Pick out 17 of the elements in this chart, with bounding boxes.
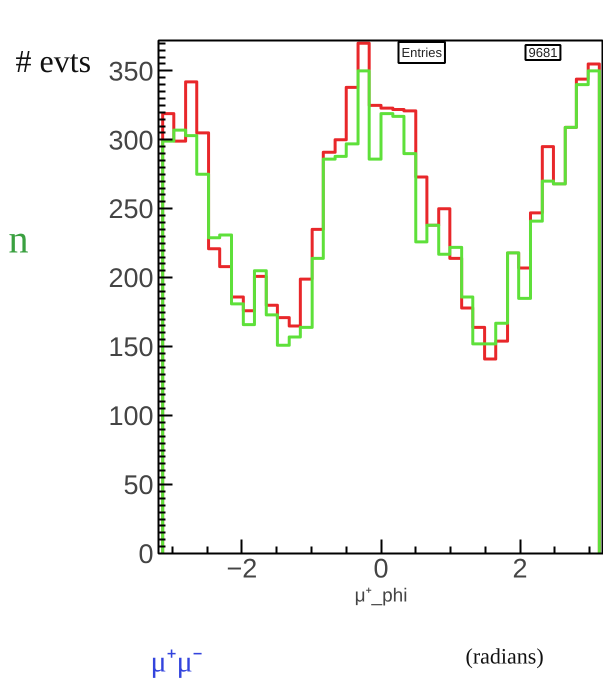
y-axis-title: # evts [16,43,92,80]
y-tick-label: 100 [108,401,154,432]
text: (radians) [466,644,544,668]
y-tick-label: 250 [108,194,154,224]
y-tick-label: 300 [108,125,154,156]
y-tick-label: 150 [108,332,154,362]
x-tick-label: 2 [512,554,528,584]
text: n [8,216,28,262]
x-tick-label: −2 [226,554,258,584]
y-tick-label: 200 [108,263,154,294]
text: μ⁺μ⁻ [150,646,203,678]
x-tick-label: 0 [373,554,389,584]
annotation: Entries [402,45,442,60]
y-tick-label: 350 [108,56,154,86]
x-axis-title: μ⁺_phi [354,586,408,606]
y-tick-label: 50 [123,470,154,500]
annotation: 9681 [528,45,558,60]
